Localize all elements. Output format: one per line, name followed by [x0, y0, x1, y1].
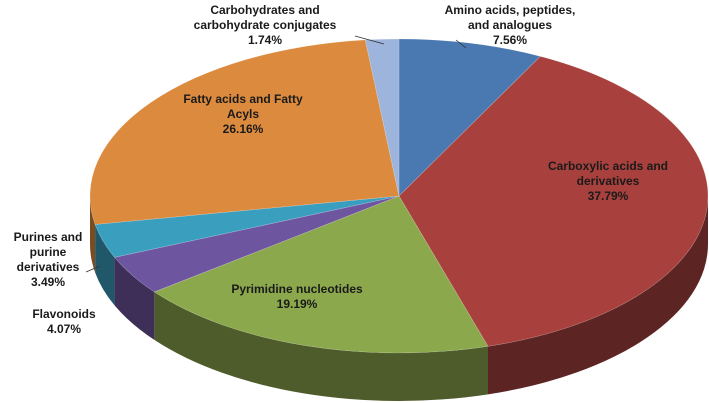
pie-slice-4 [94, 195, 400, 258]
slice-name-line: Carbohydrates and [210, 3, 319, 17]
slice-name-line: purine [30, 245, 67, 259]
slice-label-0: Amino acids, peptides, and analogues 7.56% [445, 3, 576, 47]
leader-lines [85, 35, 467, 273]
slice-name-line: derivatives [577, 174, 640, 188]
slice-name-line: Fatty acids and Fatty [183, 92, 303, 106]
slice-value-label: 7.56% [493, 33, 527, 47]
leader-line-0 [455, 39, 467, 49]
leader-line-6 [354, 35, 385, 45]
pie-side-3 [114, 257, 155, 340]
slice-label-6: Carbohydrates and carbohydrate conjugates… [194, 3, 337, 47]
pie-sides [90, 196, 708, 401]
slice-name-line: Carboxylic acids and [548, 159, 668, 173]
slice-labels: Amino acids, peptides, and analogues 7.56%… [14, 3, 668, 336]
pie-side-2 [154, 291, 489, 401]
pie-side-5 [90, 196, 96, 273]
slice-name-line: Flavonoids [32, 307, 96, 321]
slice-value-label: 37.79% [588, 189, 629, 203]
slice-value-label: 3.49% [31, 275, 65, 289]
slice-label-3: Flavonoids 4.07% [32, 307, 96, 336]
slice-name-line: and analogues [468, 18, 552, 32]
slice-value-label: 19.19% [277, 297, 318, 311]
pie-slice-1 [398, 56, 709, 347]
slice-name-line: Pyrimidine nucleotides [231, 282, 363, 296]
pie-slice-2 [153, 195, 489, 354]
slice-name-line: derivatives [17, 260, 80, 274]
pie-slice-3 [114, 195, 400, 293]
slice-name-line: carbohydrate conjugates [194, 18, 337, 32]
slice-value-label: 26.16% [223, 122, 264, 136]
pie-side-1 [488, 196, 708, 395]
pie-side-4 [95, 224, 115, 306]
slice-label-1: Carboxylic acids and derivatives 37.79% [548, 159, 668, 203]
pie-slice-5 [89, 39, 400, 225]
slice-value-label: 1.74% [248, 33, 282, 47]
slice-name-line: Amino acids, peptides, [445, 3, 576, 17]
slice-name-line: Purines and [14, 230, 83, 244]
slice-name-line: Acyls [227, 107, 259, 121]
slice-label-2: Pyrimidine nucleotides 19.19% [231, 282, 363, 311]
slice-value-label: 4.07% [47, 322, 81, 336]
pie-tops [89, 38, 709, 354]
slice-label-5: Fatty acids and Fatty Acyls 26.16% [183, 92, 303, 136]
pie-slice-0 [398, 38, 541, 197]
leader-line-4 [85, 265, 101, 273]
pie-slice-6 [364, 38, 400, 197]
slice-label-4: Purines and purine derivatives 3.49% [14, 230, 83, 289]
